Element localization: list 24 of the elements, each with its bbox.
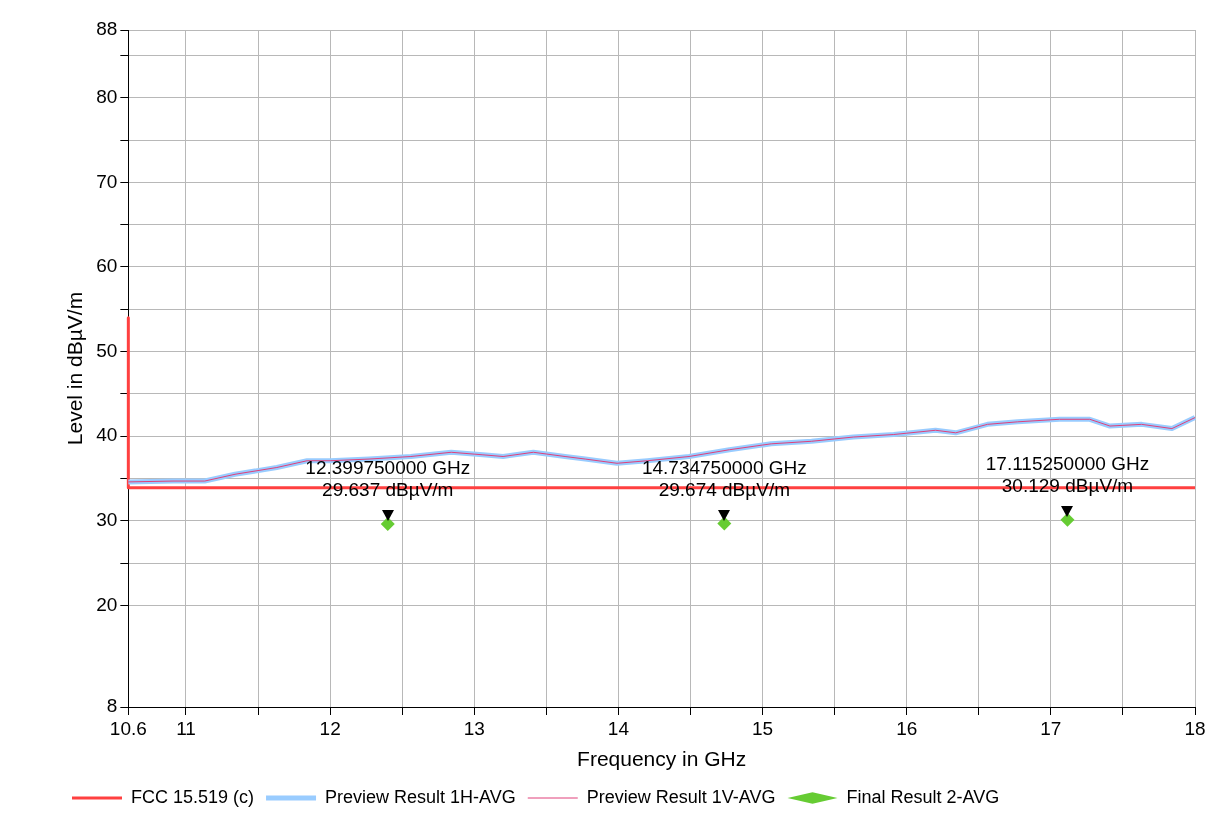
x-tick-label: 18 — [1184, 717, 1206, 739]
x-tick-label: 10.6 — [109, 717, 147, 739]
y-tick-label: 60 — [96, 255, 118, 277]
x-tick-label: 14 — [607, 717, 630, 739]
x-tick-label: 15 — [752, 717, 774, 739]
y-tick-label: 8 — [106, 695, 118, 717]
y-tick-label: 20 — [96, 593, 118, 615]
x-tick-label: 16 — [896, 717, 918, 739]
legend-label: Final Result 2-AVG — [846, 786, 1000, 807]
x-tick-label: 11 — [176, 717, 196, 739]
y-tick-label: 80 — [96, 85, 118, 107]
y-tick-label: 30 — [96, 509, 118, 531]
y-tick-label: 40 — [96, 424, 118, 446]
y-tick-label: 50 — [96, 339, 118, 361]
x-tick-label: 13 — [463, 717, 485, 739]
legend-label: FCC 15.519 (c) — [131, 786, 255, 807]
legend-label: Preview Result 1V-AVG — [586, 786, 776, 807]
y-tick-label: 70 — [96, 170, 118, 192]
x-tick-label: 17 — [1040, 717, 1062, 739]
y-tick-label: 88 — [96, 18, 118, 40]
x-axis-title: Frequency in GHz — [577, 747, 747, 771]
y-axis-title: Level in dBµV/m — [63, 291, 87, 446]
legend-label: Preview Result 1H-AVG — [325, 786, 516, 807]
x-tick-label: 12 — [319, 717, 341, 739]
